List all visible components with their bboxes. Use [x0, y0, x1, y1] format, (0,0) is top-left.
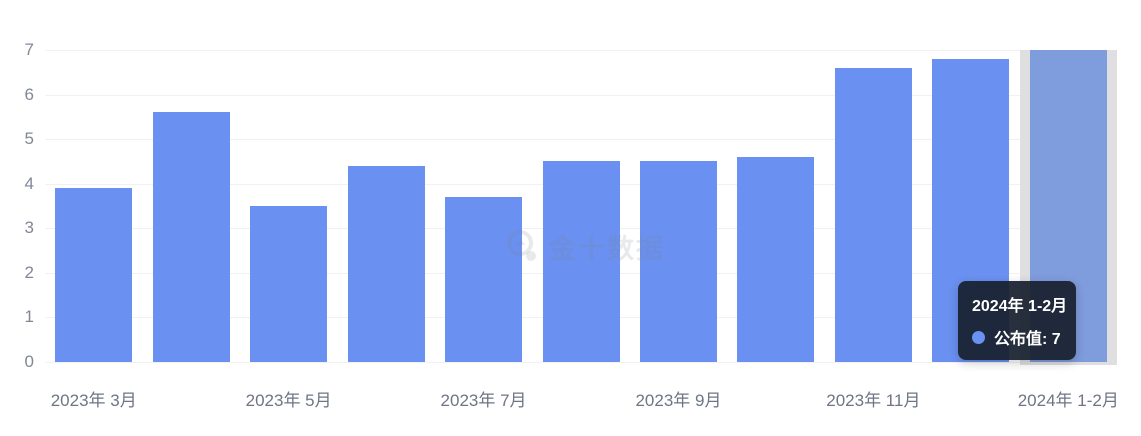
y-tick-label: 6 — [24, 84, 34, 104]
y-tick-label: 0 — [24, 352, 34, 371]
tooltip-value: 公布值: 7 — [994, 331, 1061, 348]
gridline — [45, 362, 1117, 363]
jin10-magnifier-icon — [507, 229, 536, 261]
bar[interactable] — [445, 197, 523, 362]
gridline — [45, 94, 1117, 96]
tooltip: 2024年 1-2月 公布值: 7 — [958, 281, 1076, 360]
bar[interactable] — [55, 188, 133, 362]
tooltip-value-row: 公布值: 7 — [972, 325, 1062, 349]
y-tick-label: 2 — [24, 262, 34, 282]
bar[interactable] — [834, 67, 912, 362]
y-tick-label: 1 — [24, 307, 34, 327]
y-tick-label: 5 — [24, 129, 34, 149]
bar[interactable] — [737, 156, 815, 362]
y-tick-label: 3 — [24, 218, 34, 238]
bar[interactable] — [250, 206, 328, 362]
watermark: 金十数据 — [505, 227, 665, 266]
gridline — [45, 139, 1117, 141]
x-tick-label: 2023年 3月 — [50, 391, 137, 410]
bar[interactable] — [542, 161, 620, 362]
bar[interactable] — [639, 161, 717, 362]
x-tick-label: 2023年 7月 — [440, 391, 527, 410]
tooltip-title: 2024年 1-2月 — [972, 298, 1068, 315]
x-tick-label: 2024年 1-2月 — [1017, 391, 1119, 410]
bar[interactable] — [347, 165, 425, 362]
y-tick-label: 4 — [24, 173, 34, 193]
x-tick-label: 2023年 9月 — [635, 391, 722, 410]
gridline — [45, 50, 1117, 51]
x-tick-label: 2023年 5月 — [245, 391, 332, 410]
series-dot-icon — [972, 330, 985, 344]
bar[interactable] — [152, 112, 230, 362]
x-tick-label: 2023年 11月 — [826, 391, 921, 410]
y-tick-label: 7 — [24, 40, 34, 59]
watermark-text: 金十数据 — [549, 234, 665, 264]
